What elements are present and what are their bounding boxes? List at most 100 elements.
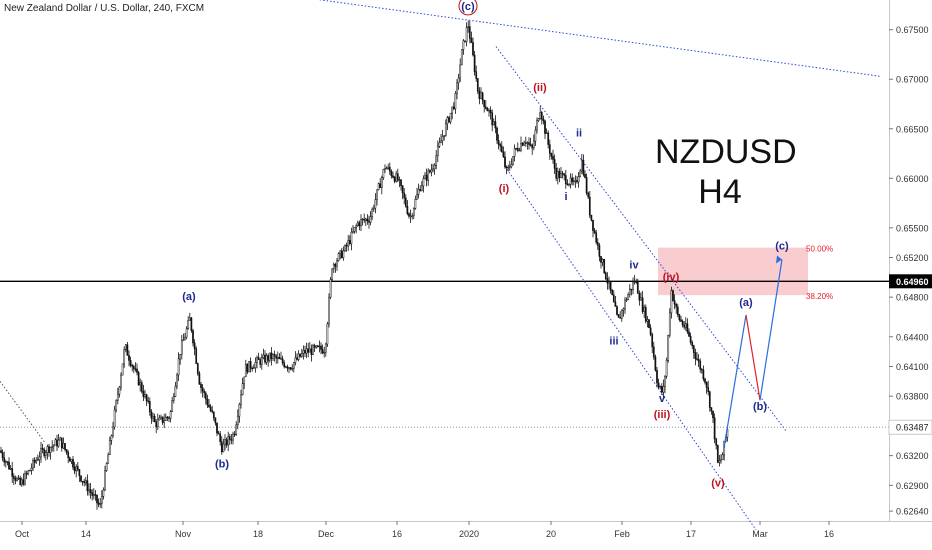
candle-body	[30, 467, 33, 471]
candle-body	[502, 151, 505, 158]
y-tick-label: 0.64400	[896, 332, 929, 342]
wave-label: (c)	[461, 1, 475, 13]
candle-body	[574, 180, 577, 182]
candle-body	[483, 99, 486, 108]
price-label: 0.63487	[896, 423, 929, 433]
candle-body	[571, 177, 574, 182]
candle-body	[475, 71, 478, 79]
candle-body	[358, 222, 361, 227]
fib-level-label: 38.20%	[806, 292, 833, 301]
candle-body	[699, 360, 702, 370]
candle-body	[302, 350, 305, 354]
trendline	[504, 166, 757, 531]
candle-body	[577, 176, 580, 183]
candle-body	[425, 174, 428, 181]
candle-body	[580, 159, 583, 172]
candle-body	[329, 279, 332, 298]
candle-body	[68, 457, 71, 462]
candle-body	[649, 327, 652, 335]
candle-body	[611, 290, 614, 296]
candle-body	[310, 348, 313, 355]
x-tick-label: Oct	[15, 529, 30, 539]
candle-body	[353, 227, 356, 232]
candle-body	[700, 368, 703, 371]
candle-body	[70, 459, 73, 462]
candle-body	[33, 459, 36, 463]
candle-body	[504, 156, 506, 168]
candle-body	[462, 40, 465, 50]
candle-body	[220, 441, 223, 453]
candle-body	[228, 436, 231, 440]
candle-body	[356, 222, 359, 227]
candle-body	[532, 140, 535, 149]
candle-body	[232, 433, 234, 441]
candle-body	[440, 140, 442, 144]
candle-body	[123, 349, 126, 365]
candle-body	[692, 345, 695, 353]
candle-body	[622, 308, 625, 311]
candle-body	[28, 470, 31, 472]
candle-body	[140, 382, 143, 392]
candle-body	[352, 231, 354, 233]
candle-body	[308, 348, 311, 353]
candle-body	[524, 142, 527, 144]
candle-body	[14, 478, 17, 481]
candle-body	[273, 354, 276, 357]
candle-body	[9, 468, 12, 470]
candle-body	[409, 215, 412, 217]
candle-body	[590, 214, 593, 221]
candle-body	[139, 382, 142, 386]
candle-body	[584, 174, 586, 178]
candle-body	[116, 393, 119, 401]
candle-body	[681, 320, 684, 326]
candle-body	[148, 401, 151, 413]
candle-body	[379, 183, 382, 188]
candle-body	[312, 345, 314, 355]
candle-body	[564, 175, 567, 184]
candle-body	[704, 378, 706, 383]
candle-body	[211, 410, 214, 413]
candle-body	[254, 362, 257, 369]
candle-body	[251, 367, 254, 370]
candle-body	[267, 355, 270, 361]
candle-body	[600, 256, 602, 263]
candle-body	[438, 142, 441, 147]
candle-body	[227, 436, 230, 446]
candle-body	[678, 314, 681, 321]
chart-header: New Zealand Dollar / U.S. Dollar, 240, F…	[4, 3, 205, 14]
candle-body	[128, 355, 130, 361]
candle-body	[376, 189, 378, 200]
candle-body	[512, 156, 514, 165]
wave-label-circle	[458, 0, 478, 16]
candle-body	[385, 167, 388, 170]
candle-body	[688, 331, 690, 337]
x-tick-label: 16	[824, 529, 834, 539]
candle-body	[203, 390, 206, 394]
candle-body	[176, 374, 178, 387]
candle-body	[420, 185, 423, 191]
candle-body	[614, 301, 617, 307]
candle-body	[396, 173, 399, 181]
candle-body	[171, 399, 174, 412]
candle-body	[44, 452, 47, 456]
candle-body	[470, 38, 473, 43]
candle-body	[505, 166, 508, 169]
candle-body	[166, 416, 169, 419]
candle-body	[683, 324, 686, 328]
candle-body	[224, 439, 226, 445]
candle-body	[43, 449, 46, 456]
candle-body	[131, 365, 134, 367]
candle-body	[648, 319, 650, 329]
candle-body	[331, 268, 334, 280]
candle-body	[360, 219, 362, 227]
candle-body	[638, 293, 641, 301]
candle-body	[264, 354, 266, 363]
x-tick-label: 20	[546, 529, 556, 539]
candle-body	[214, 417, 217, 424]
candle-body	[259, 359, 262, 365]
candle-body	[161, 416, 164, 423]
candle-body	[275, 355, 278, 359]
candle-body	[57, 439, 60, 447]
